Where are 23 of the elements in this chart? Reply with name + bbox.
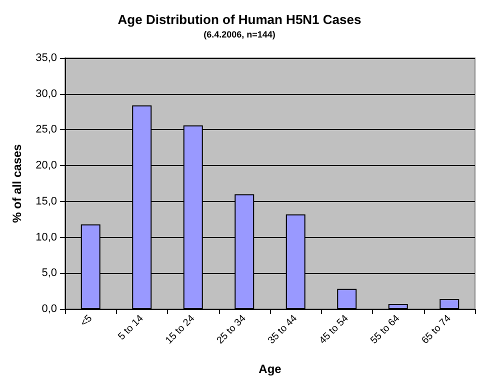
y-tick-label: 20,0 <box>36 160 57 172</box>
y-tick-label: 15,0 <box>36 195 57 208</box>
bar <box>388 304 408 309</box>
chart-subtitle: (6.4.2006, n=144) <box>204 30 276 40</box>
y-tick-label: 25,0 <box>36 124 57 136</box>
x-tick-label: 65 to 74 <box>420 312 454 346</box>
y-tick-label: 10,0 <box>36 231 57 244</box>
chart-title: Age Distribution of Human H5N1 Cases <box>118 12 362 27</box>
x-axis-title: Age <box>258 362 282 376</box>
x-tick-label: 5 to 14 <box>116 312 146 342</box>
x-tick-label: 15 to 24 <box>164 312 198 346</box>
y-tick-label: 35,0 <box>36 52 57 64</box>
y-tick-label: 5,0 <box>42 267 57 280</box>
x-tick-label: <5 <box>78 312 95 329</box>
x-tick-label: 35 to 44 <box>266 312 300 346</box>
x-tick-label: 45 to 54 <box>317 312 352 346</box>
bar <box>440 298 460 309</box>
x-tick-label: 25 to 34 <box>214 312 249 346</box>
y-axis-title: % of all cases <box>10 144 24 223</box>
x-tick-label: 55 to 64 <box>368 312 402 346</box>
y-tick-label: 0,0 <box>42 303 57 315</box>
y-tick-label: 30,0 <box>36 88 57 100</box>
bar <box>337 288 357 309</box>
